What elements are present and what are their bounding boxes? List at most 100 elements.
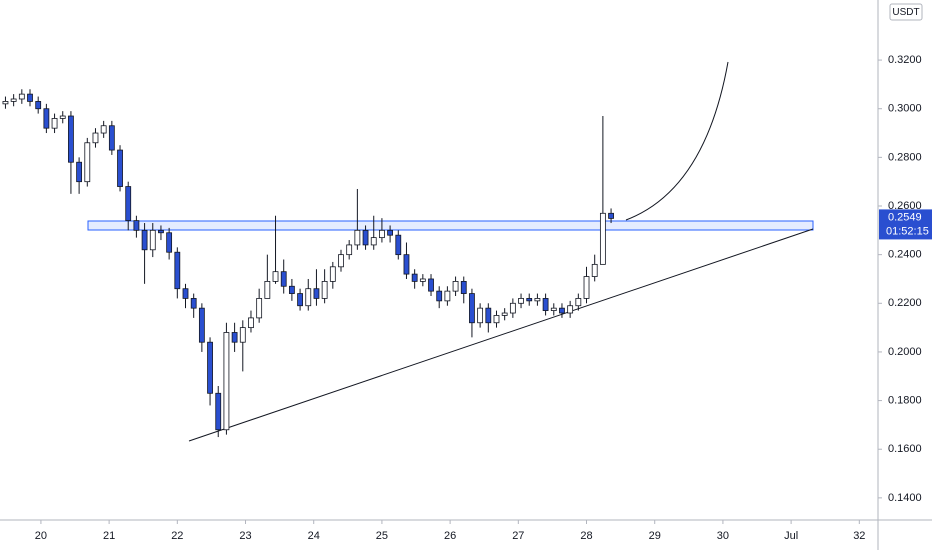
candle-body: [158, 229, 164, 234]
candle-body: [436, 290, 443, 302]
x-tick-label: Jul: [784, 530, 798, 542]
candle-body: [591, 263, 598, 277]
x-tick-label: 30: [717, 530, 729, 542]
candle-body: [182, 288, 189, 299]
x-tick-label: 23: [239, 530, 251, 542]
candle-body: [51, 118, 58, 129]
candle-body: [190, 298, 197, 309]
candle-body: [108, 125, 115, 151]
candle-body: [469, 293, 475, 324]
candle-body: [346, 244, 353, 256]
x-tick-label: 24: [308, 530, 320, 542]
candle-body: [297, 293, 303, 307]
candle-body: [305, 288, 312, 307]
candle-body: [370, 237, 377, 246]
candle-body: [395, 234, 402, 256]
candle-body: [92, 132, 99, 144]
candle-body: [526, 298, 533, 302]
candle-body: [321, 281, 328, 299]
candle-body: [452, 281, 459, 292]
candle-body: [583, 276, 590, 299]
candle-body: [403, 254, 410, 275]
candle-body: [68, 115, 74, 163]
candle-body: [379, 229, 385, 239]
candle-body: [518, 298, 524, 304]
candle-body: [100, 125, 107, 134]
candle-body: [27, 93, 33, 102]
candle-body: [43, 108, 50, 129]
candle-body: [338, 254, 344, 268]
x-tick-label: 28: [580, 530, 592, 542]
candle-body: [133, 220, 140, 231]
candle-body: [248, 317, 254, 329]
x-tick-label: 25: [376, 530, 388, 542]
y-tick-label: 0.2800: [888, 151, 922, 163]
candle-body: [550, 307, 557, 311]
candle-body: [288, 285, 295, 294]
candle-body: [608, 212, 614, 219]
candle-body: [534, 298, 541, 302]
currency-box: [889, 3, 923, 21]
y-tick-label: 0.3200: [888, 54, 922, 66]
candle-body: [125, 186, 132, 221]
countdown-label: 01:52:15: [886, 225, 929, 237]
x-tick-label: 20: [35, 530, 47, 542]
candle-body: [207, 341, 213, 394]
x-tick-label: 21: [103, 530, 115, 542]
candle-body: [419, 278, 426, 282]
candle-body: [411, 273, 418, 282]
candle-body: [313, 288, 320, 299]
candle-body: [174, 251, 181, 290]
trend-line: [188, 228, 814, 442]
candle-body: [509, 302, 516, 314]
candle-body: [239, 327, 246, 343]
candle-body: [485, 307, 492, 324]
candle-body: [329, 266, 336, 282]
y-tick-label: 0.2000: [888, 346, 922, 358]
last-price-label: 0.2549: [888, 211, 922, 223]
candle-body: [84, 142, 91, 183]
resistance-zone: [87, 220, 814, 231]
candle-body: [280, 271, 287, 287]
candle-body: [59, 115, 66, 119]
y-tick-label: 0.2200: [888, 297, 922, 309]
y-tick-label: 0.2400: [888, 249, 922, 261]
candle-body: [444, 290, 451, 302]
y-tick-label: 0.3000: [888, 103, 922, 115]
candle-body: [117, 149, 123, 187]
y-tick-label: 0.1600: [888, 443, 922, 455]
candle-body: [76, 161, 83, 183]
currency-label: USDT: [892, 7, 919, 18]
candle-body: [477, 307, 484, 324]
candle-body: [362, 229, 369, 246]
y-tick-label: 0.2600: [888, 200, 922, 212]
last-price-box: [879, 209, 932, 240]
candle-body: [542, 298, 549, 311]
candle-body: [559, 307, 565, 314]
candle-body: [256, 298, 263, 319]
candle-body: [2, 101, 9, 105]
y-tick-label: 0.1800: [888, 394, 922, 406]
candle-body: [141, 229, 148, 251]
candle-body: [18, 93, 25, 100]
candle-body: [35, 101, 42, 110]
candle-body: [149, 229, 156, 251]
candle-body: [231, 332, 238, 343]
candle-body: [387, 229, 394, 236]
candle-body: [354, 229, 361, 246]
candle-body: [493, 315, 500, 324]
candle-body: [501, 312, 508, 316]
y-tick-label: 0.1400: [888, 492, 922, 504]
x-tick-label: 29: [649, 530, 661, 542]
candle-body: [272, 271, 279, 282]
candle-body: [223, 332, 230, 431]
candle-body: [460, 281, 467, 294]
candle-body: [166, 232, 173, 253]
candle-body: [198, 307, 205, 343]
x-tick-label: 27: [512, 530, 524, 542]
x-tick-label: 22: [171, 530, 183, 542]
x-tick-label: 26: [444, 530, 456, 542]
candle-body: [575, 298, 582, 307]
candle-body: [567, 305, 574, 314]
